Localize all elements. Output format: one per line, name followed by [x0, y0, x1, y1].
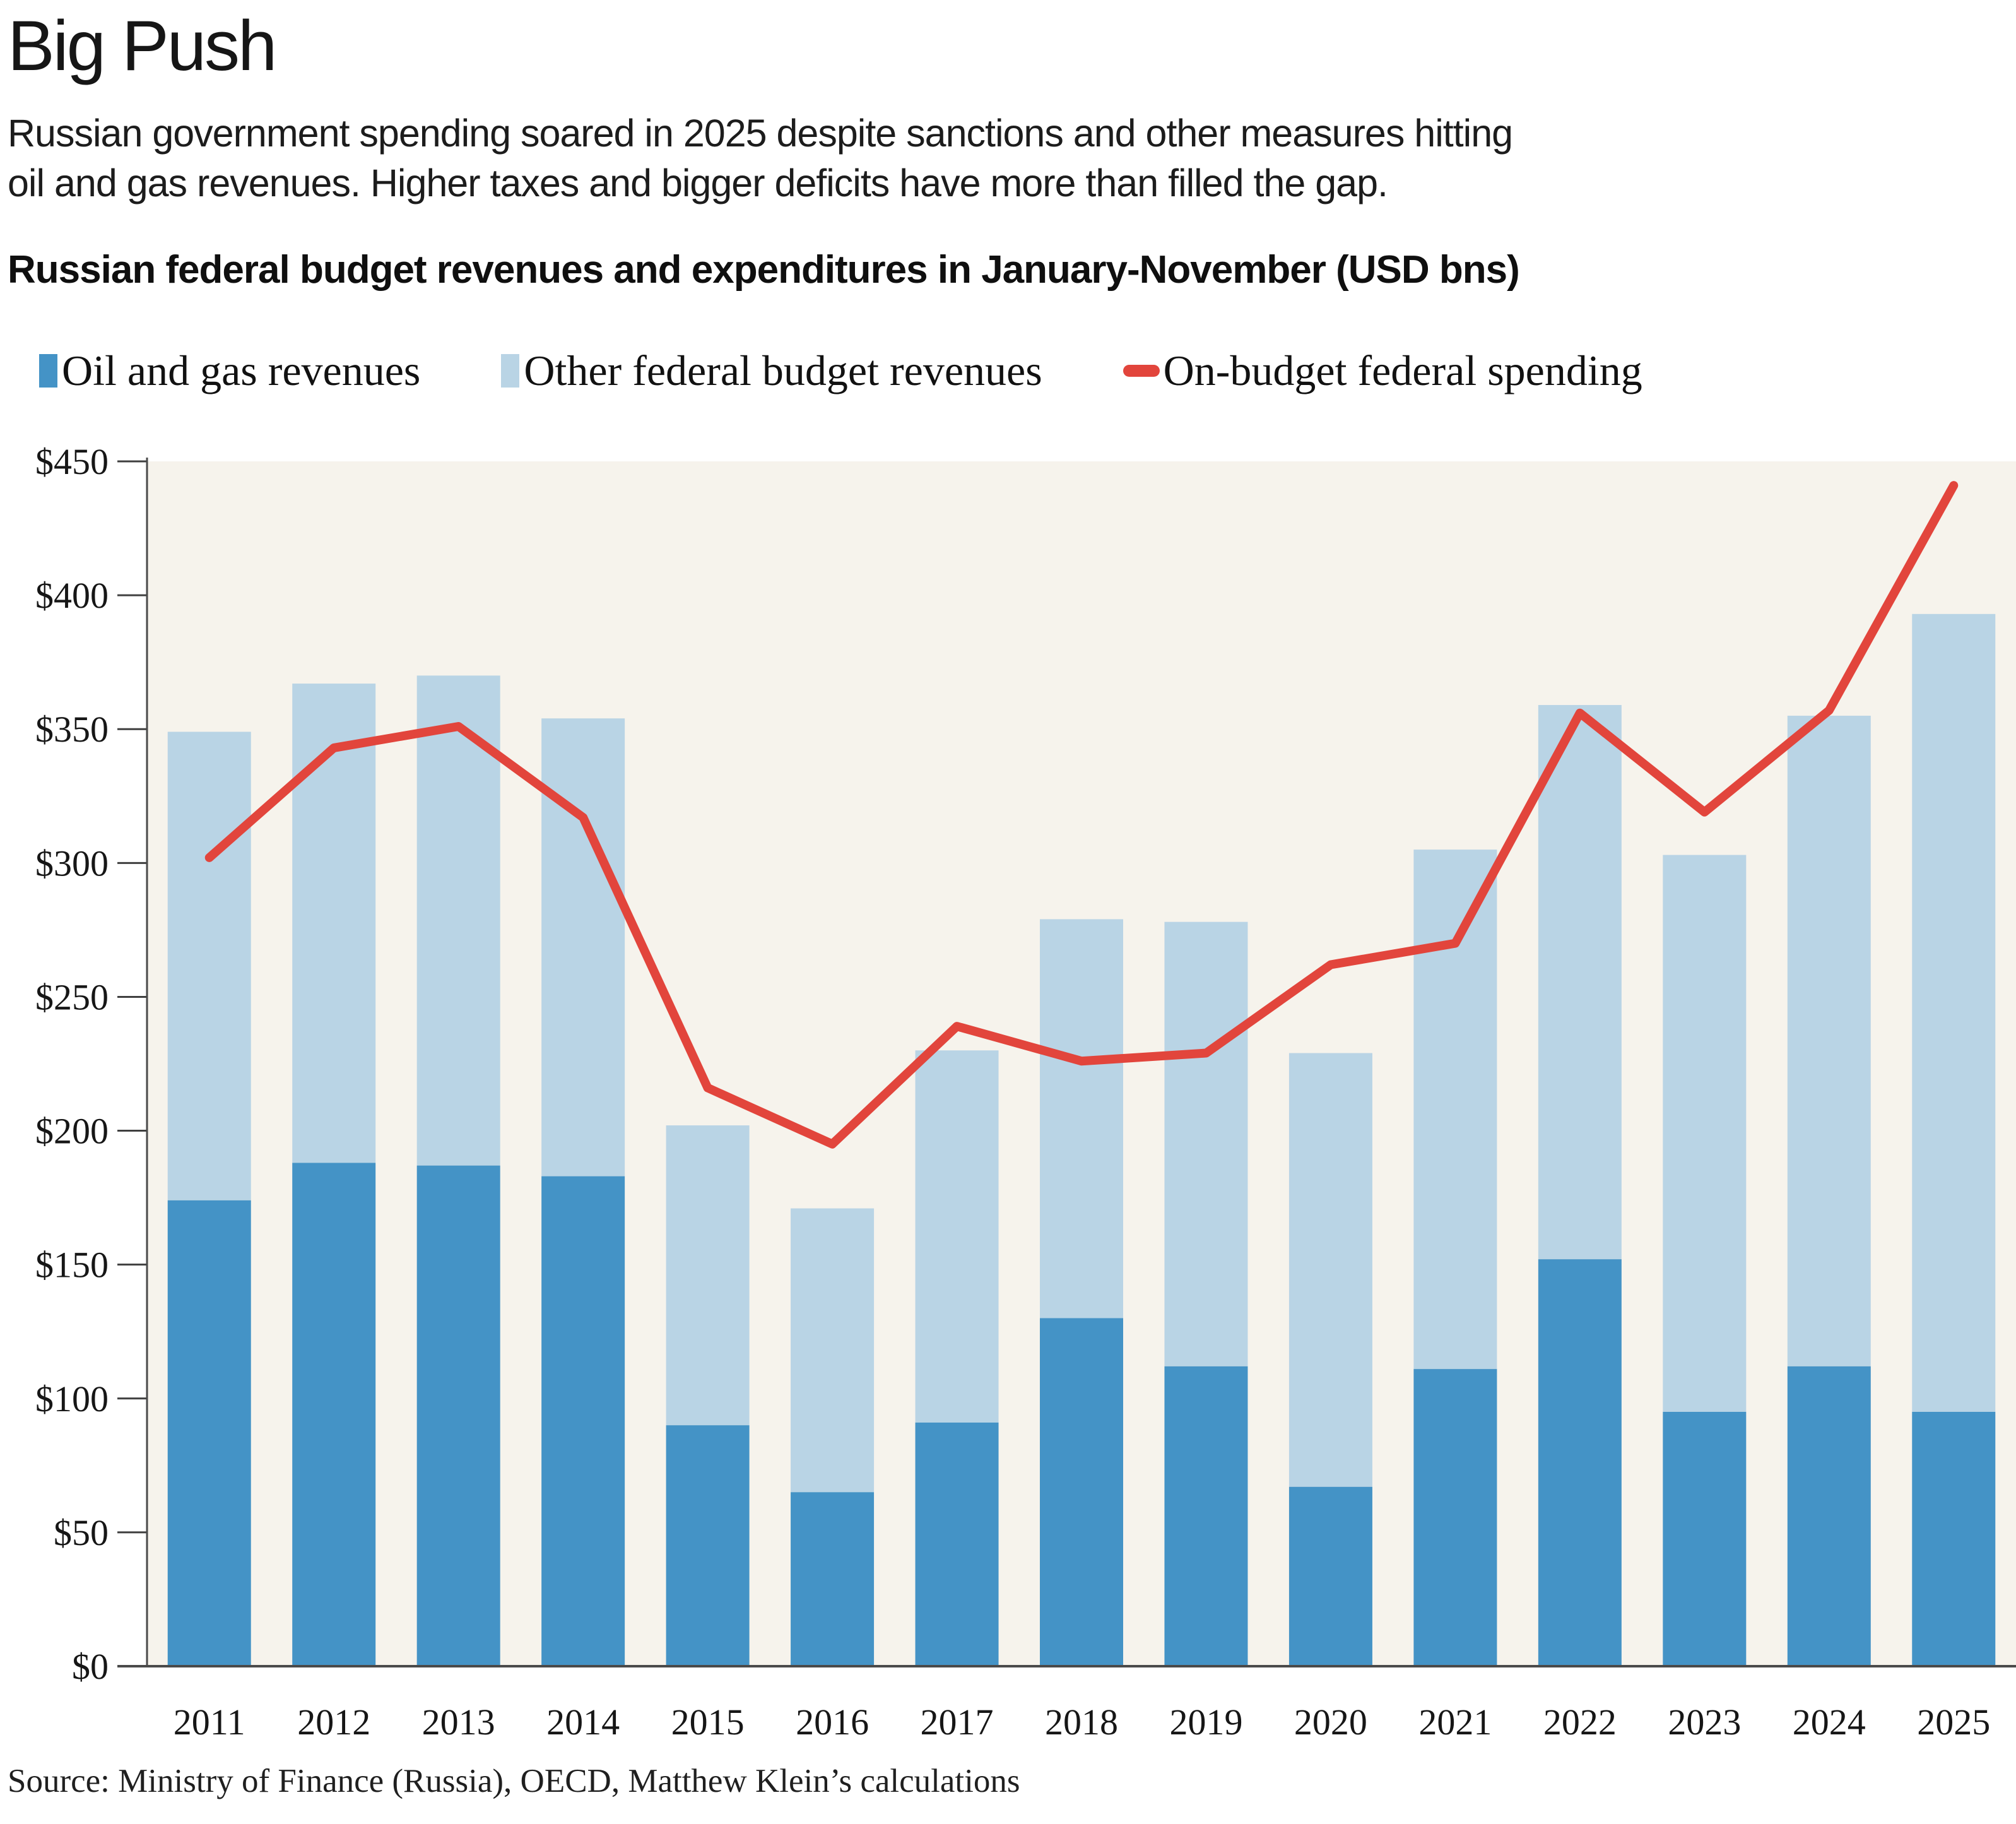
legend-label: Oil and gas revenues [62, 346, 421, 394]
chart-subtitle: Russian government spending soared in 20… [8, 109, 2003, 208]
bar-other-segment-2019 [1164, 921, 1248, 1366]
y-axis-tick-label: $200 [35, 1111, 109, 1152]
x-axis-year-label: 2019 [1169, 1702, 1242, 1743]
bar-oil-segment-2023 [1663, 1411, 1747, 1666]
bar-oil-segment-2014 [541, 1176, 625, 1666]
y-axis-tick-label: $350 [35, 709, 109, 750]
y-axis-tick-label: $150 [35, 1245, 109, 1286]
x-axis-year-label: 2016 [796, 1702, 869, 1743]
bar-oil-segment-2011 [167, 1200, 251, 1666]
bar-other-segment-2015 [666, 1125, 750, 1426]
bar-oil-segment-2017 [915, 1422, 999, 1666]
bar-oil-segment-2024 [1787, 1366, 1871, 1666]
subtitle-line-2: oil and gas revenues. Higher taxes and b… [8, 162, 1388, 204]
bar-oil-segment-2020 [1288, 1486, 1372, 1666]
x-axis-year-label: 2020 [1294, 1702, 1367, 1743]
x-axis-year-label: 2021 [1418, 1702, 1492, 1743]
chart-legend: Oil and gas revenues Other federal budge… [39, 346, 1642, 396]
bar-other-segment-2013 [416, 675, 500, 1166]
bar-other-segment-2020 [1288, 1053, 1372, 1487]
y-axis-tick-label: $300 [35, 843, 109, 884]
bar-oil-segment-2025 [1912, 1411, 1996, 1666]
bar-other-segment-2021 [1413, 850, 1497, 1370]
y-axis-tick-label: $250 [35, 976, 109, 1017]
x-axis-year-label: 2023 [1668, 1702, 1741, 1743]
y-axis-tick-label: $450 [35, 441, 109, 482]
x-axis-year-label: 2011 [174, 1702, 245, 1743]
bar-other-segment-2025 [1912, 613, 1996, 1412]
bar-other-segment-2016 [791, 1208, 875, 1493]
bar-oil-segment-2019 [1164, 1366, 1248, 1666]
subtitle-line-1: Russian government spending soared in 20… [8, 112, 1513, 155]
y-axis-tick-label: $50 [54, 1512, 109, 1553]
spending-line [204, 481, 1959, 1149]
other-revenues-swatch-icon [501, 354, 520, 388]
x-axis-year-label: 2017 [921, 1702, 994, 1743]
x-axis-year-label: 2018 [1045, 1702, 1118, 1743]
y-axis-tick-label: $0 [72, 1646, 109, 1687]
x-axis-year-label: 2014 [546, 1702, 620, 1743]
x-axis-year-label: 2025 [1917, 1702, 1990, 1743]
bar-other-segment-2023 [1663, 855, 1747, 1412]
bar-other-segment-2017 [915, 1050, 999, 1423]
bar-oil-segment-2015 [666, 1425, 750, 1666]
bar-oil-segment-2016 [791, 1492, 875, 1666]
bar-other-segment-2018 [1040, 919, 1123, 1318]
x-axis-year-label: 2012 [297, 1702, 370, 1743]
bar-other-segment-2024 [1787, 716, 1871, 1366]
legend-label: On-budget federal spending [1163, 346, 1642, 394]
bar-oil-segment-2012 [292, 1163, 376, 1666]
bar-oil-segment-2018 [1040, 1318, 1123, 1666]
x-axis-year-label: 2015 [671, 1702, 745, 1743]
x-axis-year-label: 2024 [1793, 1702, 1866, 1743]
legend-item-on-budget-federal-spending: On-budget federal spending [1123, 346, 1642, 396]
y-axis-tick-label: $400 [35, 575, 109, 616]
bar-other-segment-2014 [541, 718, 625, 1176]
bar-other-segment-2011 [167, 731, 251, 1200]
y-axis-tick-label: $100 [35, 1378, 109, 1419]
chart-title: Russian federal budget revenues and expe… [8, 248, 1520, 292]
source-note: Source: Ministry of Finance (Russia), OE… [8, 1763, 1020, 1799]
legend-item-oil-and-gas-revenues: Oil and gas revenues [39, 346, 420, 396]
bar-other-segment-2022 [1538, 705, 1622, 1260]
legend-label: Other federal budget revenues [524, 346, 1042, 394]
bar-oil-segment-2013 [416, 1165, 500, 1666]
page-title: Big Push [8, 6, 277, 85]
bar-oil-segment-2022 [1538, 1259, 1622, 1666]
oil-revenues-swatch-icon [39, 354, 57, 388]
bar-oil-segment-2021 [1413, 1369, 1497, 1666]
x-axis-year-label: 2013 [422, 1702, 495, 1743]
bar-other-segment-2012 [292, 684, 376, 1163]
spending-line-swatch-icon [1123, 365, 1160, 377]
x-axis-year-label: 2022 [1543, 1702, 1617, 1743]
legend-item-other-federal-budget-revenues: Other federal budget revenues [501, 346, 1042, 396]
